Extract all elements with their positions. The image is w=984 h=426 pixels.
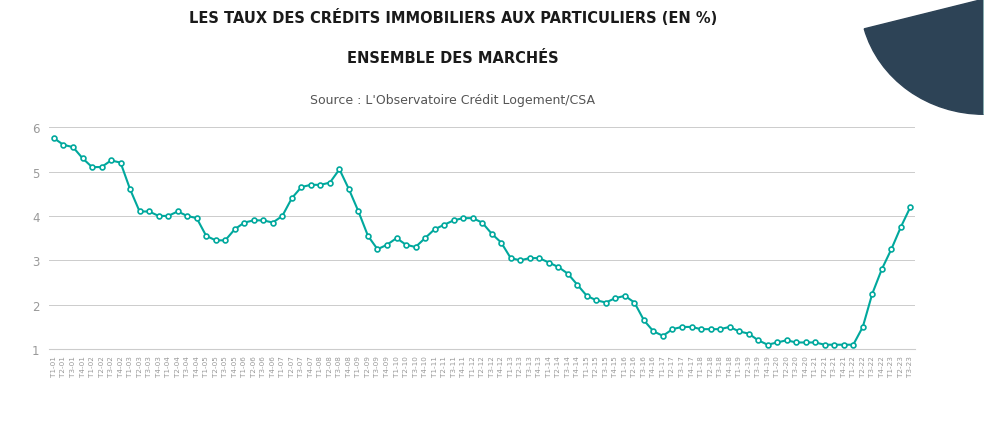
Text: Source : L'Observatoire Crédit Logement/CSA: Source : L'Observatoire Crédit Logement/… [310,94,595,106]
Wedge shape [864,0,984,115]
Text: LES TAUX DES CRÉDITS IMMOBILIERS AUX PARTICULIERS (EN %): LES TAUX DES CRÉDITS IMMOBILIERS AUX PAR… [189,9,716,26]
Text: ENSEMBLE DES MARCHÉS: ENSEMBLE DES MARCHÉS [346,51,559,66]
